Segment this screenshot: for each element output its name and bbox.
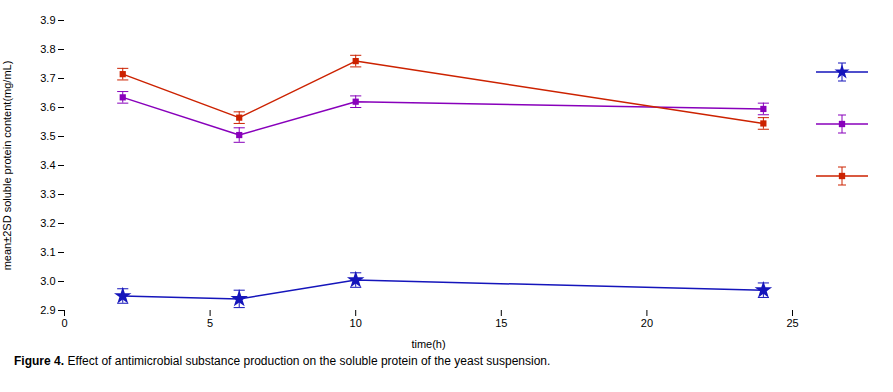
svg-text:10: 10 xyxy=(350,317,362,329)
svg-text:20: 20 xyxy=(641,317,653,329)
svg-text:3.4: 3.4 xyxy=(40,159,55,171)
svg-text:25: 25 xyxy=(786,317,798,329)
svg-text:time(h): time(h) xyxy=(411,338,445,350)
svg-text:15: 15 xyxy=(495,317,507,329)
svg-text:5: 5 xyxy=(207,317,213,329)
svg-text:0: 0 xyxy=(61,317,67,329)
svg-text:3.3: 3.3 xyxy=(40,188,55,200)
svg-text:3.8: 3.8 xyxy=(40,43,55,55)
html-text:Figure 4. Effect of antimicrob: Figure 4. Effect of antimicrobial substa… xyxy=(14,354,551,368)
svg-text:3.9: 3.9 xyxy=(40,14,55,26)
svg-text:3.1: 3.1 xyxy=(40,246,55,258)
svg-text:3.6: 3.6 xyxy=(40,101,55,113)
svg-text:3.7: 3.7 xyxy=(40,72,55,84)
svg-text:mean±2SD soluble protein conte: mean±2SD soluble protein content(mg/mL) xyxy=(1,61,13,271)
svg-text:2.9: 2.9 xyxy=(40,304,55,316)
svg-text:3.2: 3.2 xyxy=(40,217,55,229)
svg-text:3.0: 3.0 xyxy=(40,275,55,287)
svg-text:3.5: 3.5 xyxy=(40,130,55,142)
